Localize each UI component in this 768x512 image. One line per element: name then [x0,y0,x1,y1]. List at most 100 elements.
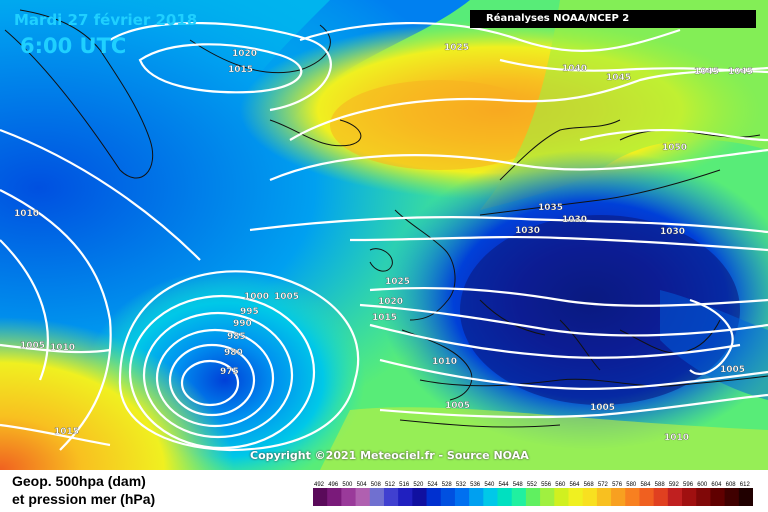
color-scale-swatch [313,488,328,506]
color-scale-swatch [355,488,371,506]
color-scale-swatch [710,488,726,506]
isobar-label: 1045 [606,73,631,83]
color-scale-tick: 524 [428,482,439,488]
isobar-label: 1030 [515,226,540,236]
isobar-label: 1025 [444,43,469,53]
color-scale-swatch [383,488,399,506]
color-scale-swatch [667,488,683,506]
isobar-label: 1000 [244,292,269,302]
color-scale-swatch [724,488,740,506]
color-scale-tick: 492 [314,482,325,488]
color-scale-tick: 500 [342,482,353,488]
color-scale-tick: 608 [726,482,737,488]
color-scale-swatch [483,488,499,506]
isobar-label: 1005 [445,401,470,411]
isobar-label: 975 [220,367,239,377]
isobar-label: 1015 [54,427,79,437]
isobar-label: 1020 [378,297,403,307]
color-scale-swatch [525,488,541,506]
color-scale-tick: 528 [442,482,453,488]
color-scale-tick: 612 [740,482,751,488]
color-scale-tick: 560 [555,482,566,488]
map-date: Mardi 27 février 2018 [14,11,198,29]
color-scale-tick: 576 [612,482,623,488]
color-scale-swatch [327,488,342,506]
map-time: 6:00 UTC [20,34,127,58]
legend-title-pressure: et pression mer (hPa) [12,491,156,507]
color-scale-swatch [369,488,385,506]
isobar-label: 1005 [720,365,745,375]
color-scale-swatch [341,488,357,506]
color-scale-tick: 568 [584,482,595,488]
isobar-label: 1005 [590,403,615,413]
color-scale-tick: 584 [640,482,651,488]
isobar-label: 1010 [664,433,689,443]
color-scale-tick: 516 [399,482,410,488]
color-scale-swatch [568,488,584,506]
color-scale-swatch [511,488,527,506]
isobar-label: 1050 [662,143,687,153]
color-scale-tick: 532 [456,482,467,488]
color-scale-tick: 592 [669,482,680,488]
color-scale-swatch [440,488,456,506]
isobars [0,21,768,452]
color-scale-swatch [540,488,555,506]
color-scale-tick: 604 [711,482,722,488]
color-scale-swatch [625,488,640,506]
color-scale-tick: 504 [357,482,368,488]
isobar-label: 1030 [562,215,587,225]
isobar-label: 990 [233,319,252,329]
isobar-label: 985 [227,332,246,342]
isobar-label: 1030 [660,227,685,237]
color-scale: 492 496 500 504 508 512 516 520 524 528 532 536 540 5… [313,482,753,506]
isobar-label: 1045 [694,67,719,77]
isobar-label: 1010 [432,357,457,367]
color-scale-tick: 536 [470,482,481,488]
isobar-label: 1040 [562,64,587,74]
color-scale-tick: 580 [626,482,637,488]
isobar-labels: 1020 1015 1025 1040 1045 1010 1050 1035 1030 1030… [14,43,753,443]
color-scale-swatch [596,488,612,506]
isobar-label: 1015 [228,65,253,75]
color-scale-tick: 552 [527,482,538,488]
color-scale-swatch [554,488,569,506]
color-scale-swatch [582,488,598,506]
color-scale-tick: 540 [484,482,495,488]
isobar-label: 1005 [274,292,299,302]
color-scale-tick: 544 [499,482,510,488]
color-scale-swatch [426,488,442,506]
isobar-label: 1025 [385,277,410,287]
isobar-label: 1005 [20,341,45,351]
isobar-label: 1010 [50,343,75,353]
color-scale-swatch [611,488,626,506]
copyright-text: Copyright ©2021 Meteociel.fr - Source NO… [250,449,529,462]
color-scale-swatch [738,488,753,506]
color-scale-swatch [454,488,470,506]
isobar-label: 1020 [232,49,257,59]
isobar-label: 1010 [14,209,39,219]
color-scale-tick: 596 [683,482,694,488]
color-scale-tick: 556 [541,482,552,488]
color-scale-swatch [639,488,655,506]
isobar-label: 980 [224,348,243,358]
color-scale-tick: 572 [598,482,609,488]
color-scale-tick: 588 [655,482,666,488]
isobar-label: 1015 [372,313,397,323]
source-banner: Réanalyses NOAA/NCEP 2 [470,10,756,28]
color-scale-tick: 548 [513,482,524,488]
color-scale-swatch [469,488,484,506]
legend-title-geopotential: Geop. 500hpa (dam) [12,473,146,489]
color-scale-swatch [412,488,428,506]
color-scale-swatch [682,488,697,506]
color-scale-swatch [696,488,711,506]
isobar-label: 1035 [538,203,563,213]
isobar-label: 995 [240,307,259,317]
color-scale-tick: 564 [569,482,580,488]
color-scale-swatch [398,488,413,506]
color-scale-tick: 496 [328,482,339,488]
geopotential-map: 1020 1015 1025 1040 1045 1010 1050 1035 1030 1030… [0,0,768,470]
color-scale-swatch [653,488,669,506]
isobar-label: 1045 [728,67,753,77]
color-scale-tick: 600 [697,482,708,488]
